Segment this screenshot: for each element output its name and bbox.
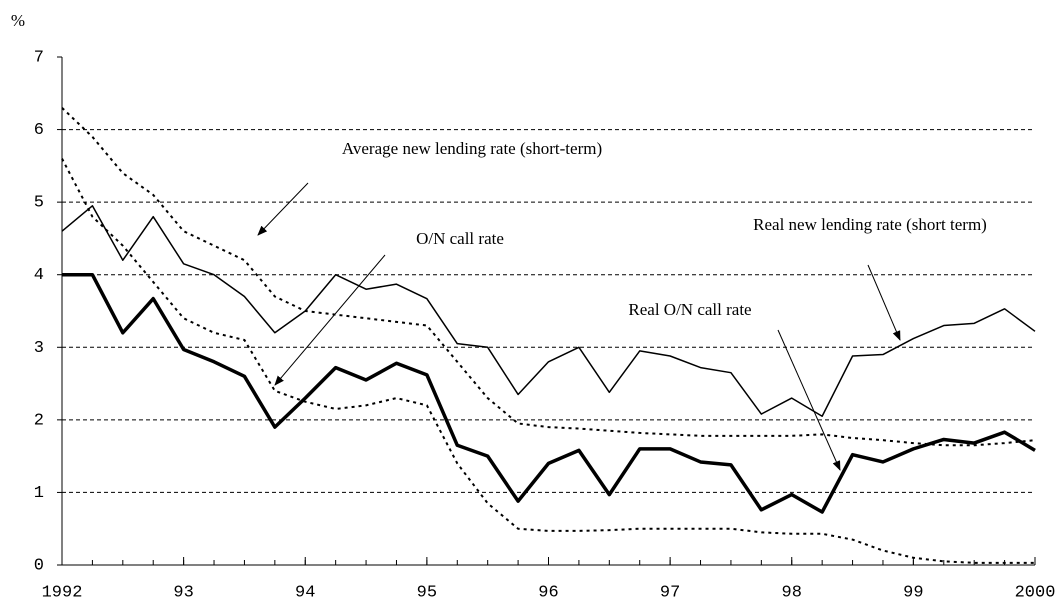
y-tick-label: 7 [34,48,44,67]
series-label: Average new lending rate (short-term) [342,139,602,158]
annotation-arrow [777,329,841,471]
y-tick-label: 2 [34,411,44,430]
x-tick-label: 97 [660,583,680,602]
y-tick-label: 5 [34,194,44,213]
x-tick-label: 1992 [42,583,83,602]
y-tick-label: 1 [34,484,44,503]
x-tick-label: 98 [782,583,802,602]
y-tick-label: 0 [34,556,44,575]
x-tick-label: 94 [295,583,315,602]
series-line [62,272,1036,514]
x-tick-label: 95 [417,583,437,602]
series-label: Real new lending rate (short term) [753,215,987,234]
annotation-arrow [274,254,386,386]
y-tick-label: 6 [34,121,44,140]
series-label: O/N call rate [416,229,504,248]
series-line [61,158,1035,564]
series-line [61,107,1036,447]
x-tick-label: 99 [903,583,923,602]
annotation-arrow [867,264,901,341]
y-tick-label: 3 [34,339,44,358]
y-tick-label: 4 [34,266,44,285]
x-tick-label: 93 [173,583,193,602]
series-line [61,205,1036,417]
x-tick-label: 96 [538,583,558,602]
y-axis-label: % [11,11,25,30]
series-label: Real O/N call rate [628,300,751,319]
x-tick-label: 2000 [1015,583,1056,602]
annotation-arrow [257,182,309,236]
